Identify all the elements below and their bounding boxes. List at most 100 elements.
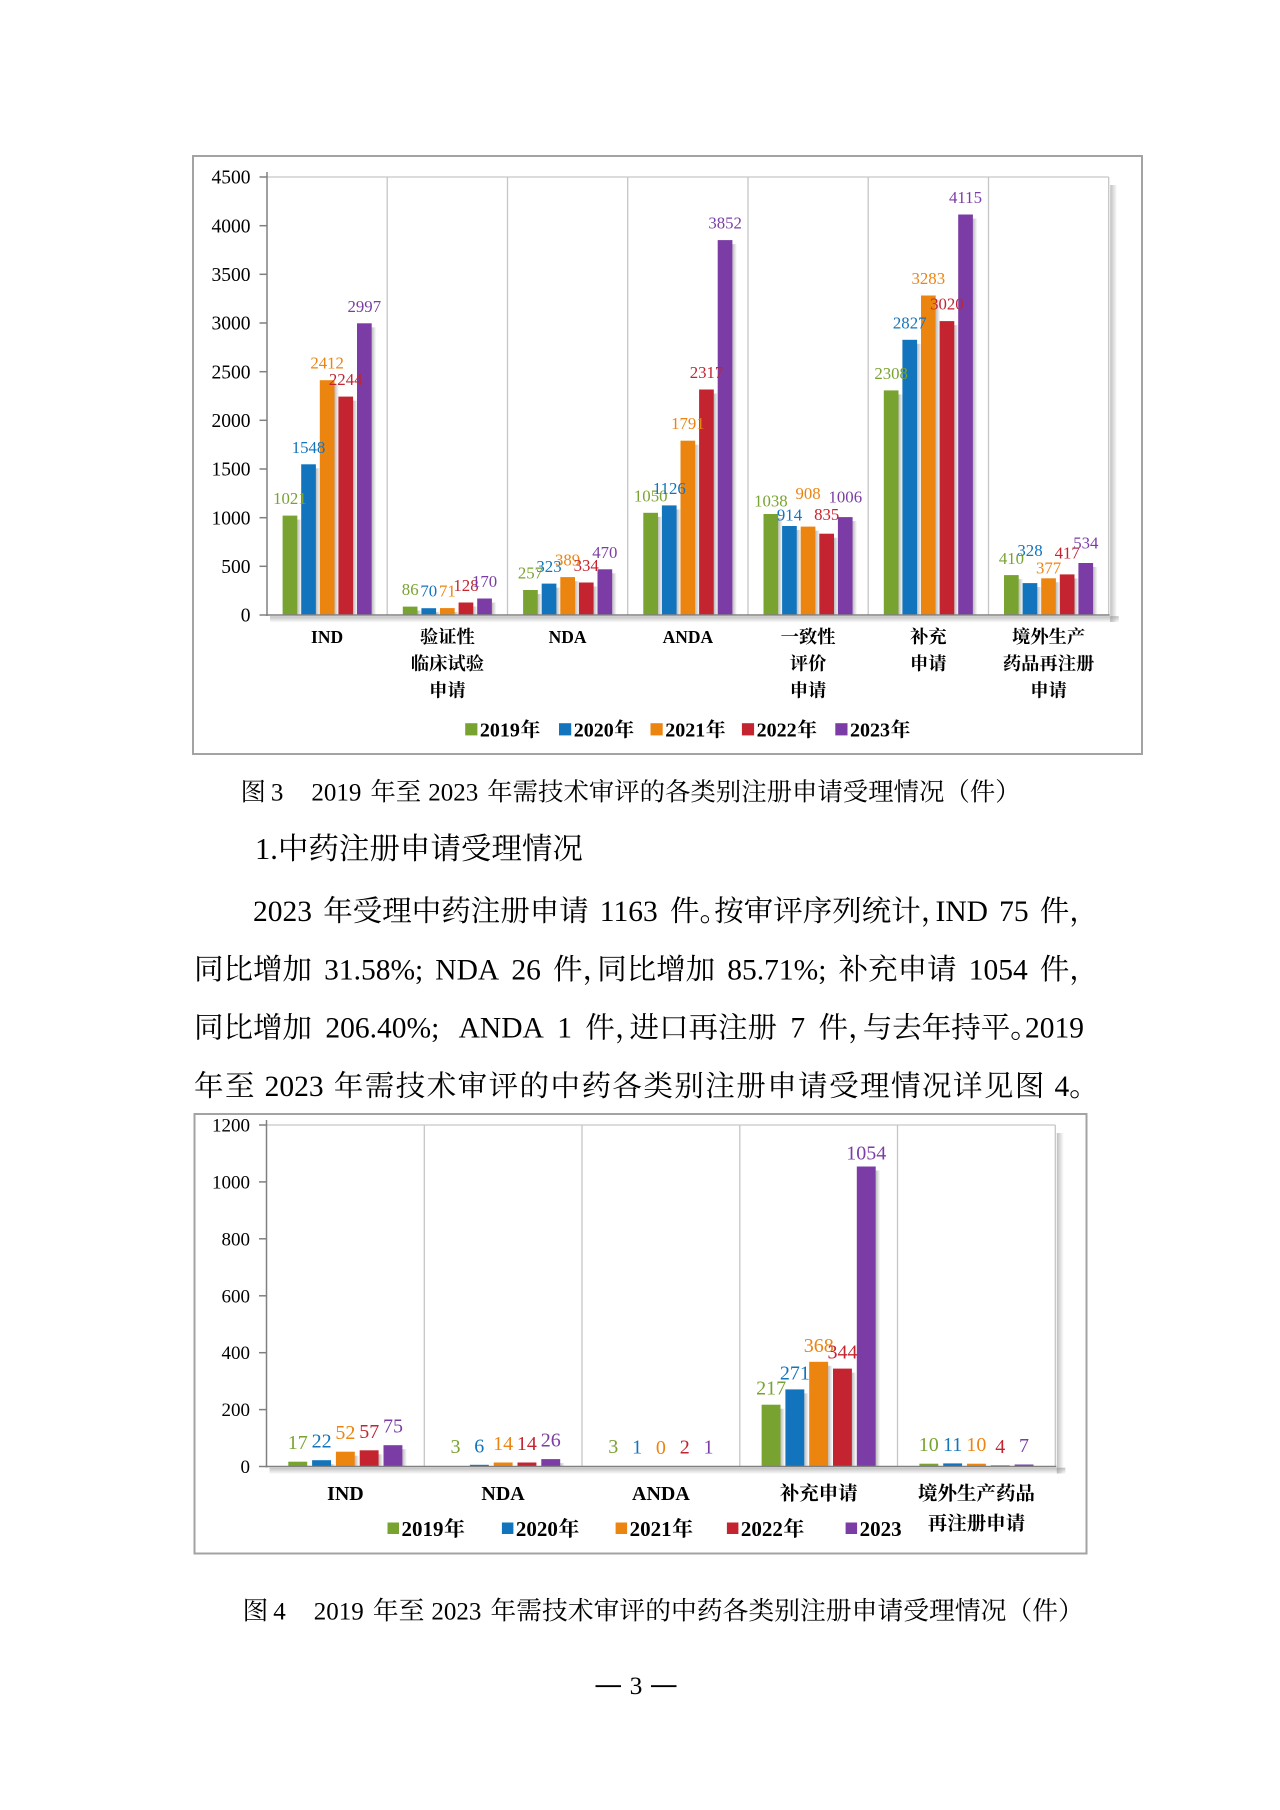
svg-text:1054: 1054 [969,954,1028,986]
svg-text:271: 271 [780,1362,810,1384]
svg-text:10: 10 [966,1434,986,1456]
svg-text:14: 14 [493,1433,513,1455]
svg-text:1050: 1050 [634,486,668,505]
svg-text:389: 389 [555,551,580,570]
svg-text:4115: 4115 [949,188,982,207]
svg-text:NDA: NDA [435,954,500,986]
svg-text:2021: 2021 [630,1517,672,1541]
svg-text:2021: 2021 [665,720,705,742]
svg-text:26: 26 [511,954,541,986]
svg-text:377: 377 [1036,559,1061,578]
svg-text:170: 170 [472,572,497,591]
svg-text:0: 0 [656,1437,666,1459]
svg-text:86: 86 [402,580,419,599]
svg-text:IND: IND [327,1483,364,1505]
svg-text:71: 71 [439,582,456,601]
svg-text:57: 57 [359,1421,379,1443]
svg-text:400: 400 [222,1343,251,1364]
svg-text:1: 1 [704,1437,714,1459]
svg-text:2023: 2023 [860,1517,902,1541]
svg-text:206.40%;: 206.40%; [325,1013,439,1045]
svg-text:2020: 2020 [574,720,614,742]
svg-text:75: 75 [999,896,1029,928]
svg-text:835: 835 [814,505,839,524]
svg-text:1006: 1006 [829,488,863,507]
svg-text:26: 26 [541,1430,561,1452]
svg-text:257: 257 [518,564,543,583]
svg-text:1500: 1500 [212,460,251,481]
svg-text:11: 11 [943,1434,962,1456]
svg-text:IND: IND [311,627,343,647]
svg-text:75: 75 [383,1416,403,1438]
svg-text:1000: 1000 [212,508,251,529]
svg-text:2997: 2997 [348,297,382,316]
svg-text:128: 128 [453,576,478,595]
svg-text:7: 7 [1019,1435,1029,1457]
svg-text:2244: 2244 [329,370,363,389]
svg-text:85.71%;: 85.71%; [727,954,826,986]
svg-text:2: 2 [680,1436,690,1458]
svg-text:14: 14 [517,1433,537,1455]
svg-text:1548: 1548 [292,438,326,457]
svg-text:217: 217 [756,1378,786,1400]
svg-text:908: 908 [796,484,821,503]
svg-text:6: 6 [474,1435,484,1457]
svg-text:2023: 2023 [428,780,478,807]
svg-text:1: 1 [632,1437,642,1459]
svg-text:17: 17 [288,1432,308,1454]
svg-text:2023: 2023 [253,896,312,928]
svg-text:2019: 2019 [314,1599,364,1626]
svg-text:914: 914 [777,506,803,525]
svg-text:2412: 2412 [310,354,344,373]
svg-text:2020: 2020 [516,1517,558,1541]
svg-text:1126: 1126 [653,479,686,498]
svg-text:2023: 2023 [431,1599,481,1626]
svg-text:2317: 2317 [690,363,724,382]
svg-text:2000: 2000 [212,411,251,432]
svg-text:323: 323 [536,557,561,576]
svg-text:2023: 2023 [850,720,890,742]
svg-text:NDA: NDA [549,627,587,647]
svg-text:2019: 2019 [311,780,361,807]
svg-text:1.: 1. [255,832,278,866]
svg-text:4: 4 [273,1599,286,1626]
svg-text:344: 344 [828,1342,858,1364]
svg-text:1200: 1200 [212,1116,250,1137]
svg-text:500: 500 [221,557,250,578]
svg-text:3: 3 [608,1436,618,1458]
svg-text:3283: 3283 [912,269,946,288]
svg-text:22: 22 [312,1431,332,1453]
svg-text:2500: 2500 [212,362,251,383]
svg-text:470: 470 [592,543,617,562]
svg-text:2827: 2827 [893,313,927,332]
svg-text:4000: 4000 [212,216,251,237]
svg-text:3852: 3852 [708,214,742,233]
svg-text:3: 3 [271,780,284,807]
svg-text:0: 0 [241,606,251,627]
svg-text:2308: 2308 [874,364,908,383]
svg-text:70: 70 [420,582,437,601]
svg-text:2023: 2023 [265,1071,324,1103]
svg-text:7: 7 [790,1013,805,1045]
svg-text:0: 0 [241,1457,251,1478]
svg-text:534: 534 [1073,534,1099,553]
svg-text:4: 4 [1055,1071,1070,1103]
svg-text:2019: 2019 [1025,1013,1084,1045]
svg-text:4: 4 [995,1436,1005,1458]
svg-text:1054: 1054 [846,1143,886,1165]
svg-text:3500: 3500 [212,265,251,286]
svg-text:800: 800 [222,1229,251,1250]
svg-text:2019: 2019 [402,1517,444,1541]
svg-text:2019: 2019 [480,720,520,742]
svg-text:328: 328 [1017,541,1042,560]
svg-text:334: 334 [574,556,600,575]
svg-text:31.58%;: 31.58%; [324,954,423,986]
svg-text:417: 417 [1055,543,1080,562]
svg-text:2022: 2022 [757,720,797,742]
svg-text:3: 3 [451,1436,461,1458]
svg-text:ANDA: ANDA [459,1013,545,1045]
svg-text:1038: 1038 [754,491,788,510]
svg-text:1000: 1000 [212,1173,250,1194]
svg-text:200: 200 [222,1400,251,1421]
svg-text:52: 52 [335,1422,355,1444]
